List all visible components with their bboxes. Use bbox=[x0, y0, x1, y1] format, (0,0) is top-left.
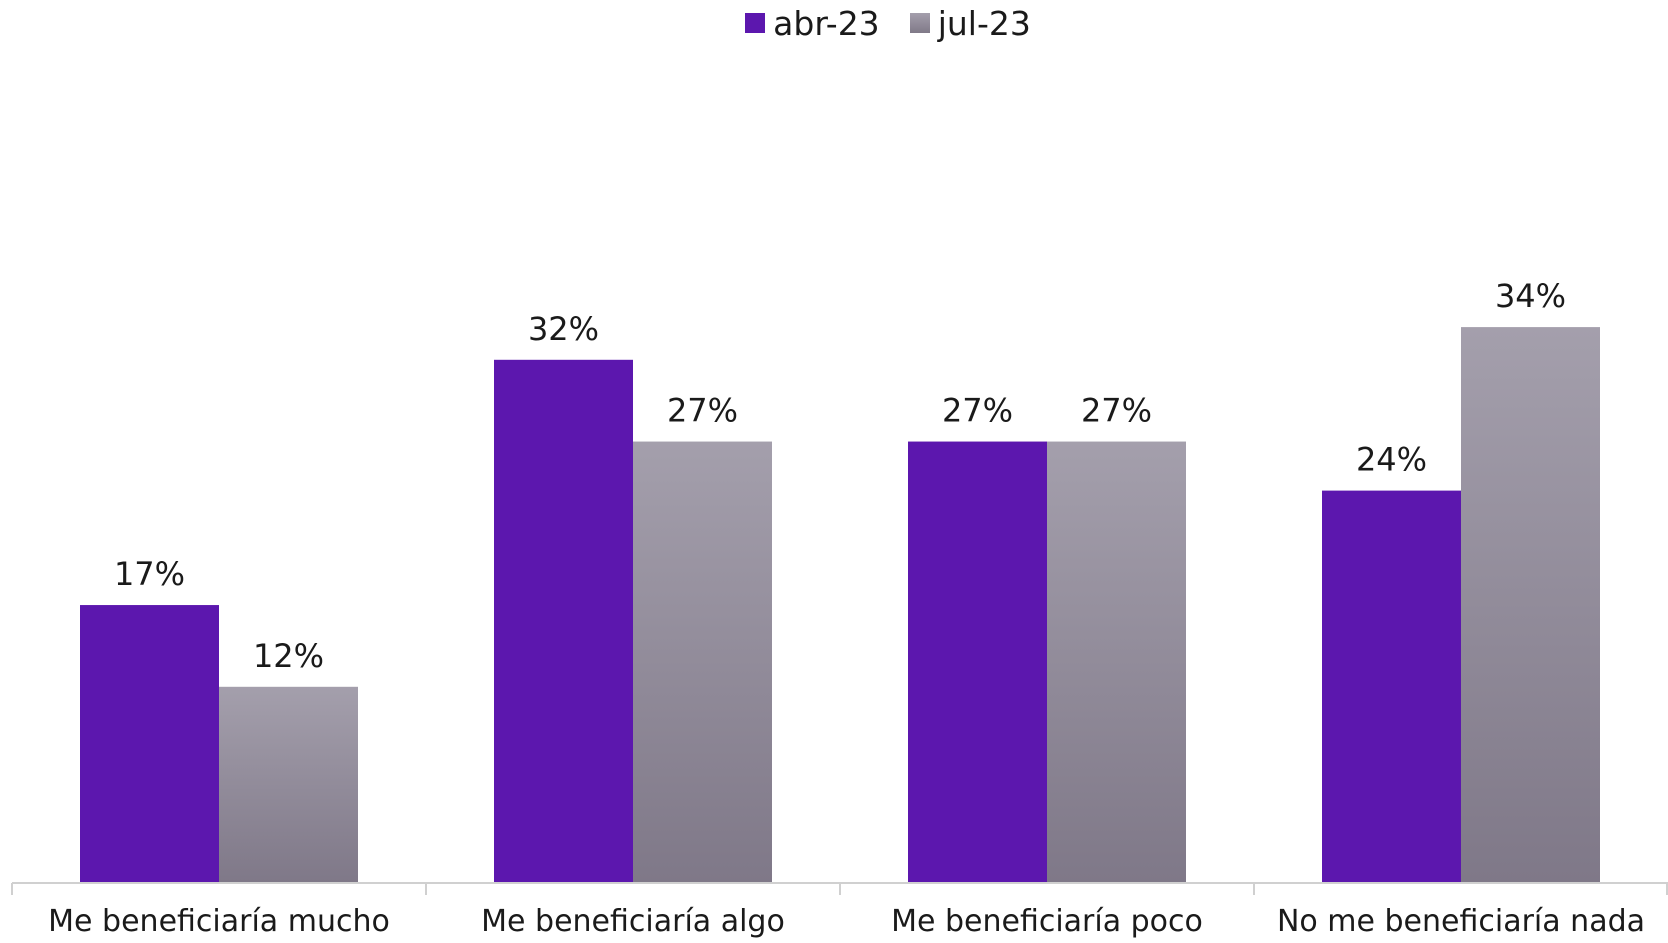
bar-jul-23 bbox=[1461, 327, 1600, 883]
data-label: 27% bbox=[667, 392, 738, 430]
bar-abr-23 bbox=[908, 442, 1047, 883]
data-label: 12% bbox=[253, 637, 324, 675]
bar-abr-23 bbox=[494, 360, 633, 883]
category-label: Me beneficiaría poco bbox=[891, 904, 1203, 939]
category-label: Me beneficiaría mucho bbox=[48, 904, 390, 939]
bar-abr-23 bbox=[80, 605, 219, 883]
data-label: 34% bbox=[1495, 277, 1566, 315]
bar-abr-23 bbox=[1322, 491, 1461, 883]
data-label: 27% bbox=[942, 392, 1013, 430]
bar-jul-23 bbox=[633, 442, 772, 883]
bar-jul-23 bbox=[1047, 442, 1186, 883]
data-label: 17% bbox=[114, 555, 185, 593]
bars-group: 17% 12% 32% 27% 27% 27% 24% 34% bbox=[80, 277, 1600, 883]
bar-jul-23 bbox=[219, 687, 358, 883]
x-axis: Me beneficiaría mucho Me beneficiaría alg… bbox=[12, 883, 1668, 939]
data-label: 27% bbox=[1081, 392, 1152, 430]
category-label: No me beneficiaría nada bbox=[1277, 904, 1645, 939]
data-label: 24% bbox=[1356, 441, 1427, 479]
category-label: Me beneficiaría algo bbox=[481, 904, 785, 939]
data-label: 32% bbox=[528, 310, 599, 348]
